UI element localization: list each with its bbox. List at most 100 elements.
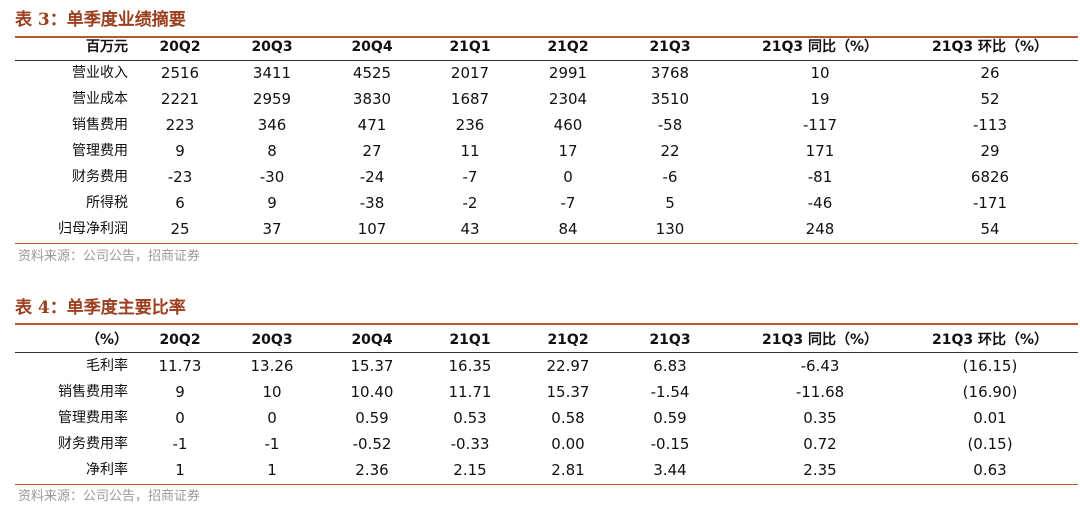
table-cell: 471 (357, 116, 387, 134)
column-header: 20Q2 (159, 39, 201, 55)
rule (15, 352, 1078, 353)
table-cell: 0.63 (973, 461, 1007, 479)
column-header: 21Q3 同比（%） (761, 39, 879, 55)
table-cell: -0.33 (450, 435, 490, 453)
table-cell: 2516 (160, 64, 200, 82)
table-cell: 15.37 (546, 383, 590, 401)
row-label: 毛利率 (86, 358, 128, 374)
table-cell: -1.54 (650, 383, 690, 401)
table-cell: 5 (665, 194, 675, 212)
table-cell: -1 (172, 435, 188, 453)
table-cell: -0.15 (650, 435, 690, 453)
table-cell: 3.44 (653, 461, 687, 479)
table-cell: 3830 (352, 90, 392, 108)
table-cell: 15.37 (350, 357, 394, 375)
table-cell: -46 (807, 194, 833, 212)
table-cell: 52 (980, 90, 1000, 108)
table-cell: 2991 (548, 64, 588, 82)
table-cell: 0.59 (355, 409, 389, 427)
source-note: 资料来源：公司公告，招商证券 (18, 489, 201, 504)
column-header: 21Q1 (449, 332, 491, 348)
table-cell: 2.15 (453, 461, 487, 479)
table-cell: 37 (262, 220, 282, 238)
table-cell: 11 (460, 142, 480, 160)
table-cell: 248 (805, 220, 835, 238)
table-cell: 0.01 (973, 409, 1007, 427)
table-cell: 16.35 (448, 357, 492, 375)
row-label: 净利率 (86, 462, 128, 478)
row-label: 财务费用率 (58, 436, 128, 452)
table-cell: 8 (267, 142, 277, 160)
table-cell: 10 (262, 383, 282, 401)
column-header: 21Q3 (649, 39, 691, 55)
table-cell: 9 (175, 383, 185, 401)
table-cell: 0.00 (551, 435, 585, 453)
table-cell: 6 (175, 194, 185, 212)
row-label: 所得税 (86, 195, 128, 211)
table-cell: 84 (558, 220, 578, 238)
table-cell: 0.35 (803, 409, 837, 427)
table-cell: 2.36 (355, 461, 389, 479)
column-header: 20Q3 (251, 332, 293, 348)
table-cell: -0.52 (352, 435, 392, 453)
table-cell: 2304 (548, 90, 588, 108)
table-cell: 10.40 (350, 383, 394, 401)
column-header: 百万元 (86, 39, 128, 55)
table-title: 表 4：单季度主要比率 (15, 298, 186, 318)
table-cell: 17 (558, 142, 578, 160)
row-label: 管理费用 (72, 143, 128, 159)
table-cell: 1 (267, 461, 277, 479)
table-cell: -171 (972, 194, 1008, 212)
row-label: 销售费用 (72, 117, 128, 133)
table-title: 表 3：单季度业绩摘要 (15, 10, 186, 30)
rule (15, 323, 1078, 325)
table-cell: 2959 (252, 90, 292, 108)
column-header: 21Q3 环比（%） (931, 39, 1049, 55)
table-cell: -81 (807, 168, 833, 186)
table-cell: 0 (175, 409, 185, 427)
rule (15, 484, 1078, 485)
table-cell: 19 (810, 90, 830, 108)
row-label: 销售费用率 (58, 384, 128, 400)
column-header: 20Q4 (351, 332, 393, 348)
table-cell: 4525 (352, 64, 392, 82)
column-header: 20Q2 (159, 332, 201, 348)
table-cell: 0.53 (453, 409, 487, 427)
table-cell: 54 (980, 220, 1000, 238)
table-cell: -23 (167, 168, 193, 186)
column-header: 21Q1 (449, 39, 491, 55)
table-cell: 43 (460, 220, 480, 238)
table-cell: 6826 (970, 168, 1010, 186)
table-cell: -7 (462, 168, 478, 186)
table-cell: 460 (553, 116, 583, 134)
table-cell: -1 (264, 435, 280, 453)
rule (15, 36, 1078, 38)
row-label: 管理费用率 (58, 410, 128, 426)
table-cell: 0 (563, 168, 573, 186)
table-cell: 3768 (650, 64, 690, 82)
source-note: 资料来源：公司公告，招商证券 (18, 249, 201, 264)
table-cell: 2.81 (551, 461, 585, 479)
table-cell: (0.15) (967, 435, 1013, 453)
table-cell: 29 (980, 142, 1000, 160)
table-cell: 11.73 (158, 357, 202, 375)
table-cell: 0.58 (551, 409, 585, 427)
table-cell: 0.59 (653, 409, 687, 427)
table-cell: 26 (980, 64, 1000, 82)
column-header: 20Q4 (351, 39, 393, 55)
column-header: 20Q3 (251, 39, 293, 55)
table-cell: -117 (802, 116, 838, 134)
table-cell: 3411 (252, 64, 292, 82)
table-cell: -113 (972, 116, 1008, 134)
table-cell: 2017 (450, 64, 490, 82)
table-cell: 11.71 (448, 383, 492, 401)
table-cell: (16.90) (962, 383, 1018, 401)
table-cell: -7 (560, 194, 576, 212)
table-cell: 1687 (450, 90, 490, 108)
table-cell: 0.72 (803, 435, 837, 453)
table-cell: 0 (267, 409, 277, 427)
column-header: （%） (85, 332, 128, 348)
table-cell: 9 (175, 142, 185, 160)
table-cell: 22 (660, 142, 680, 160)
table-cell: 25 (170, 220, 190, 238)
